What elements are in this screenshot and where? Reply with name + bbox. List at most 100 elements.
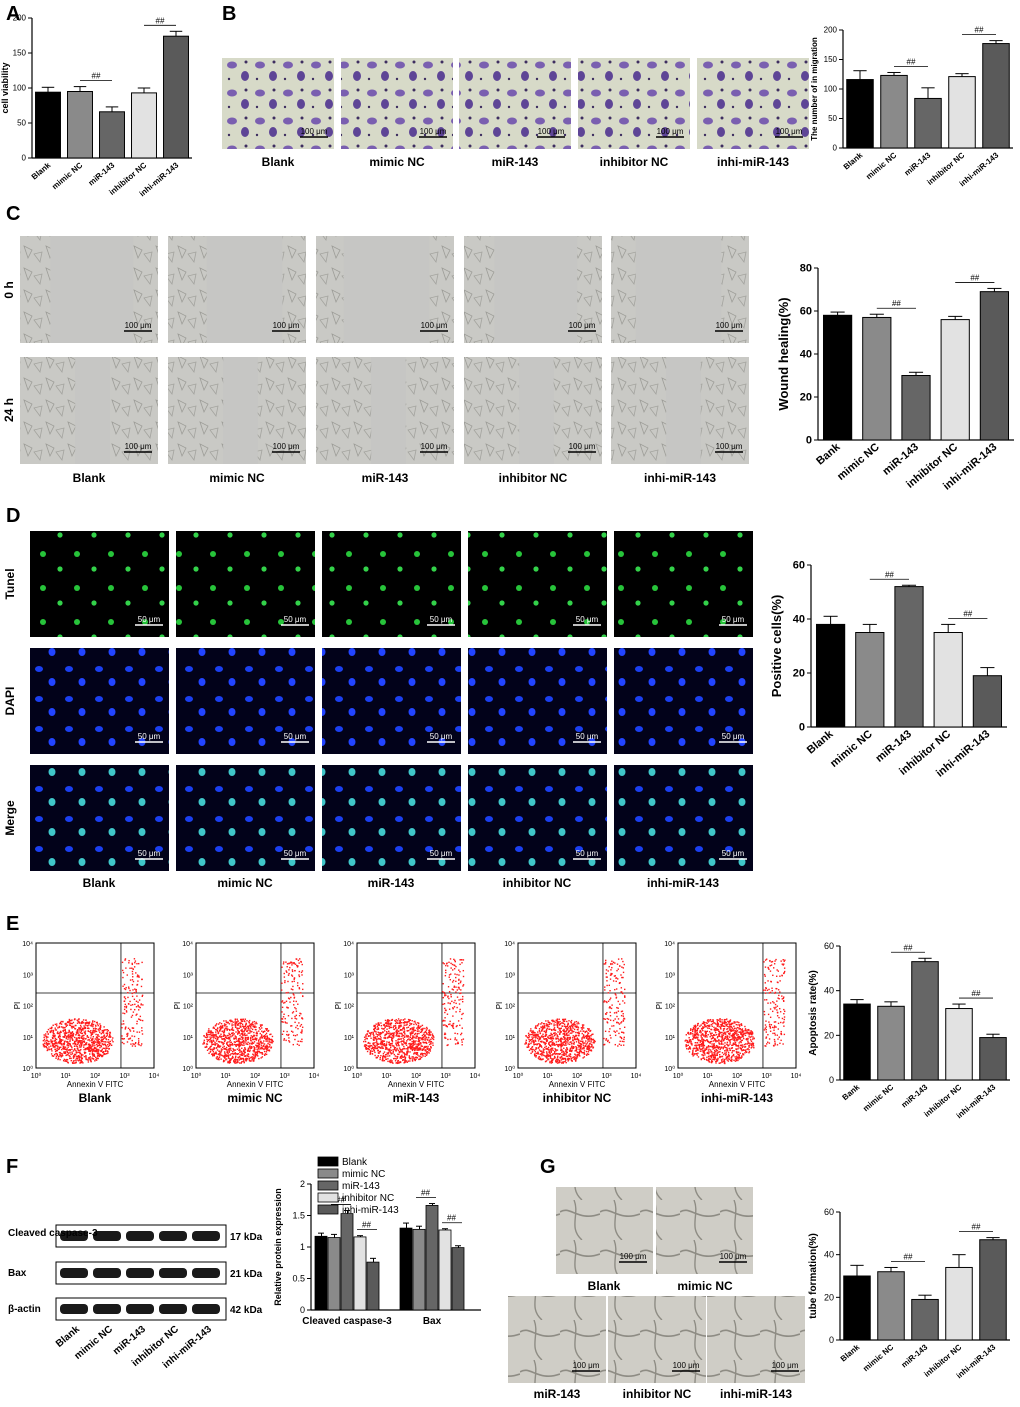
event-dot (269, 1038, 272, 1041)
y-tick-label: 10⁰ (504, 1065, 515, 1073)
event-dot (422, 1038, 424, 1041)
event-dot (128, 987, 130, 990)
event-dot (419, 1056, 422, 1058)
event-dot (135, 972, 137, 974)
event-dot (77, 1040, 80, 1042)
event-dot (424, 1052, 426, 1055)
event-dot (301, 963, 303, 966)
event-dot (241, 1030, 243, 1032)
event-dot (136, 995, 138, 997)
event-dot (52, 1024, 54, 1026)
event-dot (610, 1037, 612, 1039)
event-dot (417, 1039, 420, 1041)
event-dot (407, 1021, 409, 1023)
event-dot (732, 1053, 735, 1056)
event-dot (141, 1019, 144, 1022)
event-dot (77, 1060, 80, 1062)
event-dot (76, 1019, 78, 1021)
event-dot (74, 1055, 76, 1057)
event-dot (129, 979, 132, 981)
event-dot (218, 1058, 220, 1061)
event-dot (236, 1018, 238, 1020)
event-dot (260, 1024, 263, 1026)
event-dot (287, 1034, 289, 1037)
event-dot (383, 1059, 386, 1062)
event-dot (378, 1046, 380, 1048)
event-dot (108, 1044, 111, 1047)
event-dot (407, 1051, 409, 1053)
event-dot (131, 973, 134, 975)
event-dot (241, 1047, 243, 1049)
event-dot (88, 1046, 90, 1048)
event-dot (587, 1051, 590, 1053)
event-dot (387, 1022, 390, 1024)
event-dot (262, 1045, 264, 1048)
event-dot (420, 1025, 422, 1028)
event-dot (550, 1033, 553, 1036)
event-dot (291, 1012, 294, 1014)
event-dot (223, 1045, 225, 1048)
event-dot (452, 1015, 454, 1017)
event-dot (60, 1026, 63, 1028)
event-dot (551, 1058, 553, 1060)
scale-bar-label: 50 μm (284, 615, 307, 624)
event-dot (401, 1029, 403, 1031)
event-dot (202, 1043, 204, 1045)
event-dot (263, 1030, 266, 1032)
event-dot (401, 1033, 403, 1035)
event-dot (534, 1026, 537, 1028)
event-dot (456, 1024, 458, 1027)
event-dot (395, 1040, 397, 1042)
y-axis-label: cell viability (0, 62, 10, 113)
panel-d-image-0-0: 50 μm (30, 531, 169, 637)
event-dot (239, 1022, 241, 1024)
event-dot (228, 1041, 230, 1043)
panel-d-image-0-4: 50 μm (614, 531, 753, 637)
event-dot (564, 1052, 566, 1055)
event-dot (98, 1035, 100, 1038)
panel-d-image-1-3: 50 μm (468, 648, 607, 754)
event-dot (140, 1004, 142, 1006)
event-dot (586, 1053, 589, 1055)
event-dot (411, 1027, 413, 1029)
event-dot (233, 1060, 235, 1062)
event-dot (243, 1034, 245, 1036)
event-dot (576, 1023, 578, 1025)
event-dot (377, 1022, 379, 1024)
panel-d-image-1-1-image (176, 648, 315, 754)
event-dot (263, 1040, 265, 1042)
event-dot (713, 1026, 715, 1029)
bar-4 (163, 35, 189, 159)
panel-d-image-2-0-image (30, 765, 169, 871)
event-dot (54, 1050, 57, 1053)
event-dot (364, 1044, 366, 1046)
event-dot (724, 1052, 726, 1054)
event-dot (538, 1036, 541, 1038)
event-dot (242, 1060, 244, 1063)
event-dot (614, 1043, 616, 1046)
event-dot (617, 1010, 620, 1012)
event-dot (569, 1029, 571, 1031)
event-dot (260, 1025, 262, 1028)
event-dot (90, 1031, 92, 1034)
event-dot (567, 1022, 569, 1025)
event-dot (231, 1023, 233, 1025)
event-dot (288, 1033, 290, 1036)
event-dot (584, 1031, 586, 1034)
event-dot (398, 1022, 400, 1024)
event-dot (58, 1051, 61, 1054)
event-dot (703, 1039, 705, 1042)
event-dot (213, 1052, 216, 1055)
event-dot (718, 1035, 721, 1037)
event-dot (141, 978, 143, 981)
event-dot (571, 1042, 573, 1044)
event-dot (404, 1021, 407, 1023)
event-dot (705, 1026, 707, 1028)
event-dot (393, 1048, 396, 1050)
event-dot (106, 1047, 108, 1049)
event-dot (63, 1032, 65, 1034)
event-dot (603, 1037, 605, 1040)
event-dot (383, 1045, 385, 1047)
event-dot (553, 1042, 556, 1045)
event-dot (266, 1049, 268, 1051)
